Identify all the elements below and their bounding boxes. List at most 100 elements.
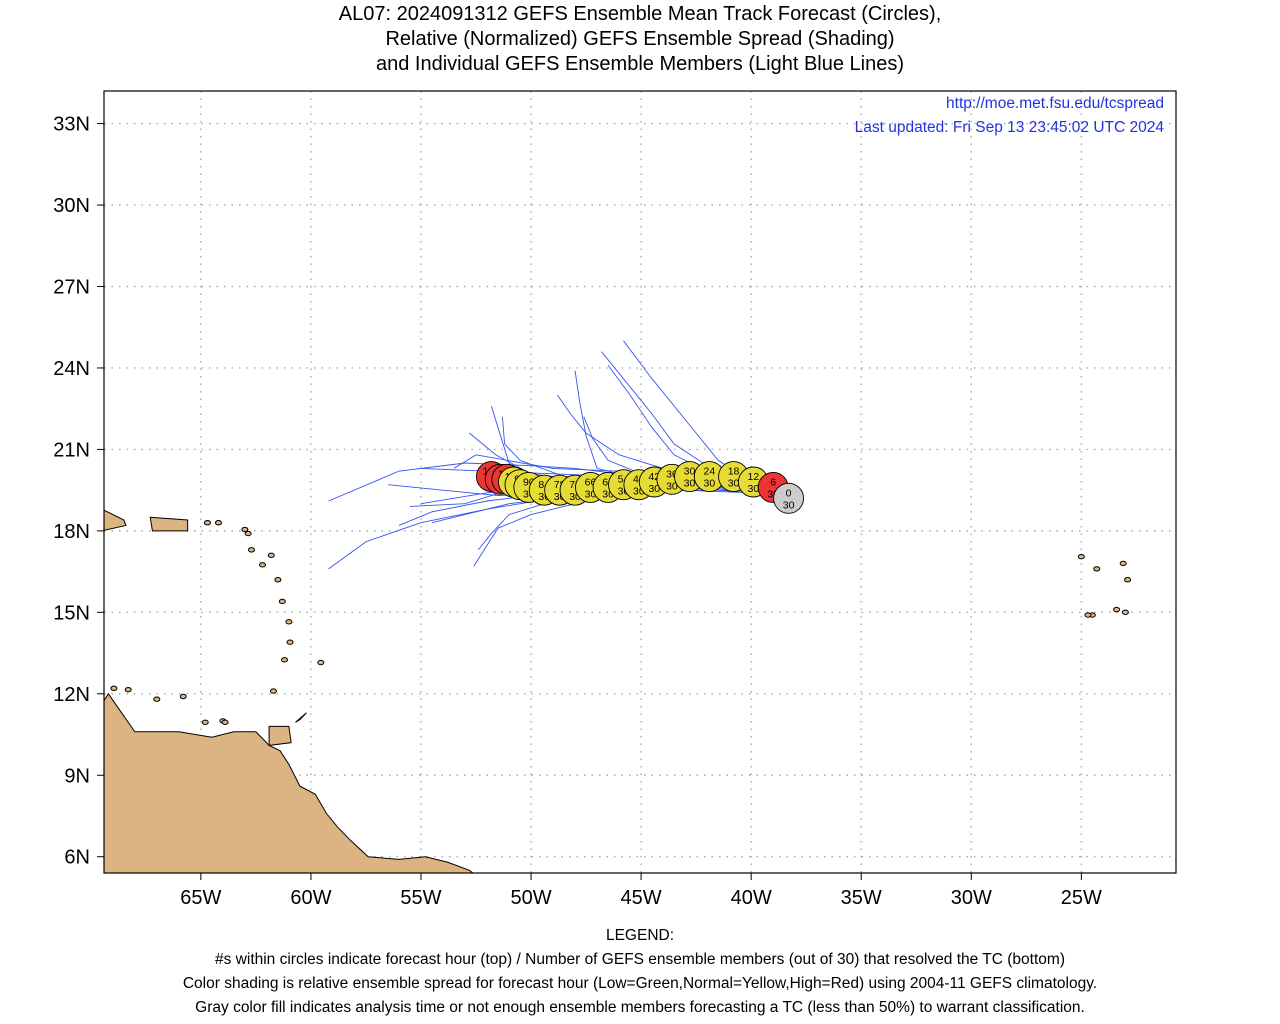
member-count-label: 30	[602, 488, 614, 500]
plot-frame	[103, 90, 1177, 874]
small-island	[285, 619, 293, 625]
forecast-hour-label: 48	[633, 474, 645, 486]
member-count-label: 30	[618, 486, 630, 498]
forecast-hour-label: 0	[786, 487, 792, 499]
small-island	[269, 688, 277, 694]
lat-tick-label: 27N	[53, 277, 90, 299]
member-count-label: 30	[585, 488, 597, 500]
lon-tick-label: 30W	[951, 887, 992, 909]
title-line-2: Relative (Normalized) GEFS Ensemble Spre…	[385, 28, 895, 50]
lon-tick-label: 65W	[180, 887, 221, 909]
lon-tick-label: 40W	[731, 887, 772, 909]
forecast-hour-label: 60	[602, 476, 614, 488]
member-count-label: 30	[666, 480, 678, 492]
small-island	[153, 696, 161, 702]
forecast-hour-label: 6	[770, 476, 776, 488]
small-island	[221, 719, 229, 726]
lat-tick-label: 24N	[53, 358, 90, 380]
member-count-label: 30	[703, 478, 715, 490]
member-count-label: 30	[728, 478, 740, 490]
lon-tick-label: 35W	[841, 887, 882, 909]
land-tobago	[295, 712, 307, 723]
small-island	[1119, 560, 1127, 567]
small-island	[267, 552, 275, 559]
small-island	[214, 520, 222, 526]
member-count-label: 30	[538, 491, 550, 503]
legend-line-gray: Gray color fill indicates analysis time …	[195, 999, 1085, 1016]
land-trinidad	[268, 725, 292, 746]
lat-tick-label: 21N	[53, 439, 90, 461]
member-count-label: 30	[633, 486, 645, 498]
legend: LEGEND: #s within circles indicate forec…	[0, 924, 1280, 1020]
forecast-hour-label: 54	[618, 474, 630, 486]
member-count-label: 30	[523, 488, 535, 500]
small-island	[274, 577, 282, 583]
small-island	[258, 562, 266, 568]
member-count-label: 30	[554, 491, 566, 503]
mean-track-circles: 1203011430108301023096309030843078307230…	[475, 461, 805, 514]
lon-tick-label: 45W	[621, 887, 662, 909]
land-puerto-rico	[149, 516, 189, 532]
member-count-label: 30	[748, 483, 760, 495]
lon-tick-label: 55W	[400, 887, 441, 909]
lat-tick-label: 30N	[53, 195, 90, 217]
forecast-hour-label: 84	[538, 479, 550, 491]
source-url: http://moe.met.fsu.edu/tcspread	[946, 95, 1164, 112]
forecast-hour-label: 66	[585, 476, 597, 488]
forecast-hour-label: 78	[554, 479, 566, 491]
lon-tick-label: 50W	[510, 887, 551, 909]
small-island	[124, 687, 132, 693]
member-count-label: 30	[767, 488, 779, 500]
lon-tick-label: 25W	[1061, 887, 1102, 909]
lat-tick-label: 15N	[53, 602, 90, 624]
forecast-hour-label: 30	[684, 466, 696, 478]
legend-line-shading: Color shading is relative ensemble sprea…	[182, 975, 1098, 992]
track-map: 1203011430108301023096309030843078307230…	[53, 90, 1177, 909]
lat-tick-label: 33N	[53, 114, 90, 136]
forecast-hour-label: 12	[748, 471, 760, 483]
title-line-1: AL07: 2024091312 GEFS Ensemble Mean Trac…	[338, 3, 942, 25]
forecast-hour-label: 72	[569, 479, 581, 491]
land-hispaniola	[104, 509, 127, 531]
small-island	[286, 639, 294, 645]
small-island	[1121, 609, 1129, 616]
small-island	[1084, 612, 1092, 618]
forecast-hour-label: 36	[666, 468, 678, 480]
forecast-hour-label: 24	[703, 466, 715, 478]
title-line-3: and Individual GEFS Ensemble Members (Li…	[375, 53, 905, 75]
lat-tick-label: 6N	[64, 847, 90, 869]
track-point: 030	[773, 482, 805, 514]
land-masses	[89, 509, 1132, 873]
small-island	[281, 657, 289, 663]
member-count-label: 30	[569, 491, 581, 503]
small-island	[89, 678, 95, 682]
small-island	[244, 530, 252, 537]
small-island	[1077, 553, 1085, 560]
forecast-hour-label: 42	[648, 471, 660, 483]
lat-tick-label: 9N	[64, 765, 90, 787]
land-south-america	[104, 692, 474, 873]
last-updated: Last updated: Fri Sep 13 23:45:02 UTC 20…	[855, 119, 1165, 136]
small-island	[317, 659, 325, 666]
small-island	[1124, 577, 1132, 583]
axis-ticks: 65W 60W 55W 50W 45W 40W 35W 30W 25W 6N 9N 12N 15N 18N…	[53, 114, 1102, 909]
forecast-hour-label: 90	[523, 476, 535, 488]
small-island	[1093, 566, 1101, 572]
chart-title: AL07: 2024091312 GEFS Ensemble Mean Trac…	[0, 2, 1280, 77]
forecast-hour-label: 18	[728, 466, 740, 478]
lon-tick-label: 60W	[290, 887, 331, 909]
lat-tick-label: 12N	[53, 684, 90, 706]
small-island	[203, 520, 211, 526]
member-count-label: 30	[684, 478, 696, 490]
small-island	[241, 526, 249, 533]
small-island	[247, 547, 255, 553]
member-count-label: 30	[648, 483, 660, 495]
small-island	[278, 598, 286, 605]
legend-heading: LEGEND:	[605, 927, 675, 944]
track-circle	[773, 482, 805, 514]
small-island	[201, 719, 209, 726]
member-count-label: 30	[783, 499, 795, 511]
legend-line-circles: #s within circles indicate forecast hour…	[215, 951, 1065, 968]
small-island	[1113, 606, 1121, 613]
lat-tick-label: 18N	[53, 521, 90, 543]
